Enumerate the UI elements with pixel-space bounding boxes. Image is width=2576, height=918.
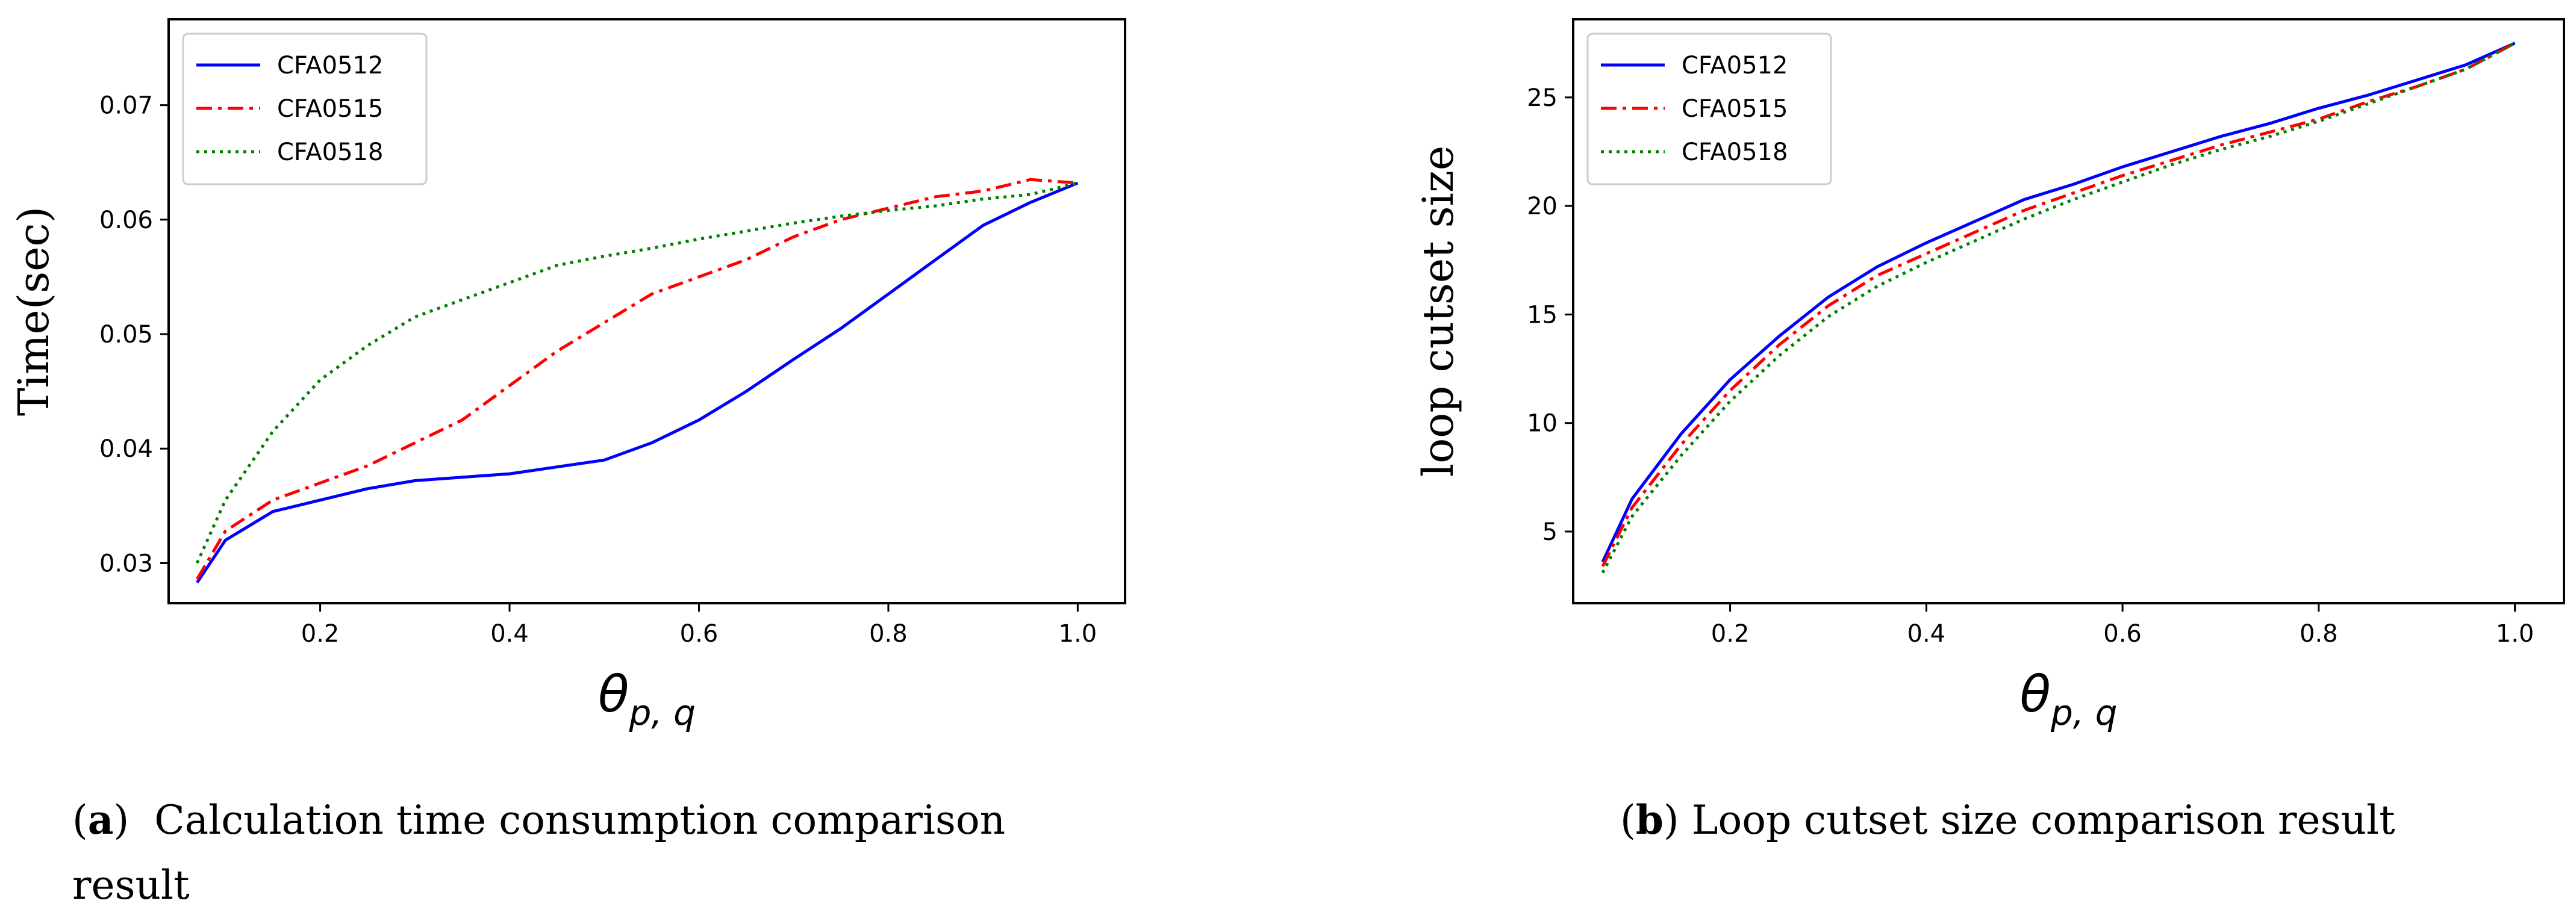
- x-axis-label: θp, q: [2020, 665, 2118, 733]
- y-tick-label: 10: [1527, 410, 1558, 438]
- y-tick-label: 0.06: [99, 206, 153, 234]
- series-line-cfa0518: [195, 181, 1078, 564]
- caption-a-text: Calculation time consumption comparison …: [72, 797, 1006, 908]
- series-line-cfa0512: [1601, 42, 2516, 563]
- x-tick-label: 0.8: [869, 620, 908, 648]
- caption-a: (a) Calculation time consumption compari…: [72, 796, 1006, 908]
- x-tick-label: 0.6: [2103, 620, 2142, 648]
- legend-label-cfa0518: CFA0518: [277, 138, 383, 166]
- y-tick-label: 0.04: [99, 435, 153, 463]
- caption-b-text: Loop cutset size comparison result: [1691, 797, 2395, 843]
- y-axis-label: loop cutset size: [1414, 146, 1463, 477]
- x-tick-label: 0.4: [1907, 620, 1946, 648]
- y-tick-label: 20: [1527, 193, 1558, 220]
- plot-frame: [167, 18, 1126, 604]
- chart-cutset-size-comparison: 0.2 0.4 0.6 0.8 1.0 5 10 15 20 25 θp, q loop cutset…: [1414, 18, 2565, 733]
- x-tick-label: 1.0: [1059, 620, 1097, 648]
- x-tick-label: 0.2: [1711, 620, 1750, 648]
- legend-label-cfa0512: CFA0512: [277, 52, 383, 79]
- plot-frame: [1572, 18, 2565, 604]
- x-tick-label: 0.8: [2300, 620, 2338, 648]
- legend-label-cfa0515: CFA0515: [1682, 95, 1788, 123]
- series-line-cfa0512: [196, 181, 1079, 584]
- legend-box: [1586, 33, 1832, 185]
- y-tick-label: 15: [1527, 301, 1558, 329]
- legend-label-cfa0512: CFA0512: [1682, 52, 1788, 79]
- x-tick-label: 0.6: [680, 620, 719, 648]
- y-tick-label: 0.03: [99, 550, 153, 577]
- caption-a-letter: a: [87, 796, 114, 843]
- y-tick-label: 5: [1542, 518, 1558, 546]
- y-tick-label: 0.07: [99, 92, 153, 120]
- series-line-cfa0518: [1601, 42, 2516, 574]
- legend-box: [182, 33, 428, 185]
- y-axis-label: Time(sec): [9, 206, 58, 416]
- x-tick-label: 1.0: [2496, 620, 2534, 648]
- series-line-cfa0515: [1601, 42, 2516, 567]
- x-tick-label: 0.2: [301, 620, 340, 648]
- caption-b-letter: b: [1635, 796, 1664, 843]
- x-axis-label: θp, q: [598, 665, 696, 733]
- legend-label-cfa0518: CFA0518: [1682, 138, 1788, 166]
- x-tick-label: 0.4: [490, 620, 529, 648]
- legend-label-cfa0515: CFA0515: [277, 95, 383, 123]
- caption-b: (b) Loop cutset size comparison result: [1620, 796, 2395, 843]
- series-line-cfa0515: [196, 178, 1078, 580]
- chart-time-comparison: 0.2 0.4 0.6 0.8 1.0 0.03 0.04 0.05 0.06 0.07 θp, q…: [9, 18, 1126, 733]
- y-tick-label: 25: [1527, 84, 1558, 112]
- y-tick-label: 0.05: [99, 321, 153, 349]
